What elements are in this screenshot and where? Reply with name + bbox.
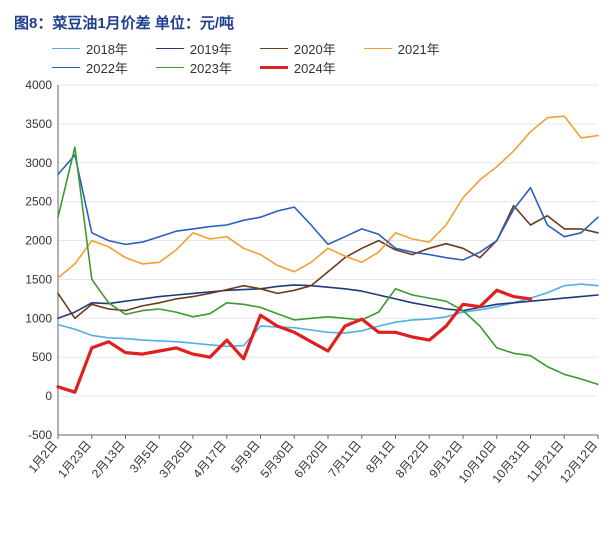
legend-row: 2022年 2023年 2024年 — [52, 58, 336, 77]
y-tick-label: 3000 — [25, 156, 52, 170]
legend-swatch — [364, 48, 392, 49]
x-tick-label: 8月1日 — [363, 438, 398, 476]
legend-label: 2020年 — [294, 39, 336, 58]
legend-item: 2024年 — [260, 58, 336, 77]
x-tick-label: 5月30日 — [258, 438, 297, 481]
y-tick-label: 1500 — [25, 272, 52, 286]
series-line — [58, 290, 531, 392]
x-tick-label: 5月9日 — [228, 438, 263, 476]
legend-swatch — [156, 67, 184, 68]
y-tick-label: 1000 — [25, 311, 52, 325]
series-line — [58, 116, 598, 278]
legend-swatch — [156, 48, 184, 49]
legend-row: 2018年 2019年 2020年 2021年 — [52, 39, 440, 58]
legend-label: 2022年 — [86, 58, 128, 77]
legend-item: 2021年 — [364, 39, 440, 58]
x-tick-label: 3月26日 — [156, 438, 195, 481]
legend-item: 2023年 — [156, 58, 232, 77]
series-line — [58, 284, 598, 346]
x-tick-label: 1月2日 — [26, 438, 61, 476]
legend-item: 2022年 — [52, 58, 128, 77]
x-tick-label: 3月5日 — [127, 438, 162, 476]
chart-title: 图8：菜豆油1月价差 单位：元/吨 — [12, 8, 601, 39]
y-tick-label: 0 — [45, 389, 52, 403]
legend: 2018年 2019年 2020年 2021年 2022年 2023年 2024年 — [12, 39, 601, 79]
legend-swatch — [260, 48, 288, 49]
y-tick-label: 2000 — [25, 234, 52, 248]
legend-item: 2020年 — [260, 39, 336, 58]
chart-svg: -500050010001500200025003000350040001月2日… — [12, 79, 602, 509]
legend-item: 2019年 — [156, 39, 232, 58]
legend-swatch — [52, 67, 80, 68]
y-tick-label: 4000 — [25, 79, 52, 92]
series-line — [58, 155, 598, 260]
x-tick-label: 7月11日 — [326, 438, 364, 480]
chart-container: 图8：菜豆油1月价差 单位：元/吨 2018年2019年2020年2021年20… — [0, 0, 613, 537]
x-tick-label: 2月13日 — [89, 438, 128, 481]
x-tick-label: 8月22日 — [393, 438, 432, 481]
y-tick-label: 3500 — [25, 117, 52, 131]
x-tick-label: 4月17日 — [190, 438, 229, 481]
y-tick-label: 500 — [32, 350, 52, 364]
legend-label: 2023年 — [190, 58, 232, 77]
legend-label: 2024年 — [294, 58, 336, 77]
y-tick-label: 2500 — [25, 195, 52, 209]
chart-plot-wrap: -500050010001500200025003000350040001月2日… — [12, 79, 601, 509]
legend-label: 2019年 — [190, 39, 232, 58]
legend-label: 2018年 — [86, 39, 128, 58]
legend-label: 2021年 — [398, 39, 440, 58]
legend-swatch — [260, 66, 288, 69]
legend-item: 2018年 — [52, 39, 128, 58]
legend-swatch — [52, 48, 80, 49]
x-tick-label: 1月23日 — [55, 438, 94, 481]
x-tick-label: 6月20日 — [291, 438, 330, 481]
